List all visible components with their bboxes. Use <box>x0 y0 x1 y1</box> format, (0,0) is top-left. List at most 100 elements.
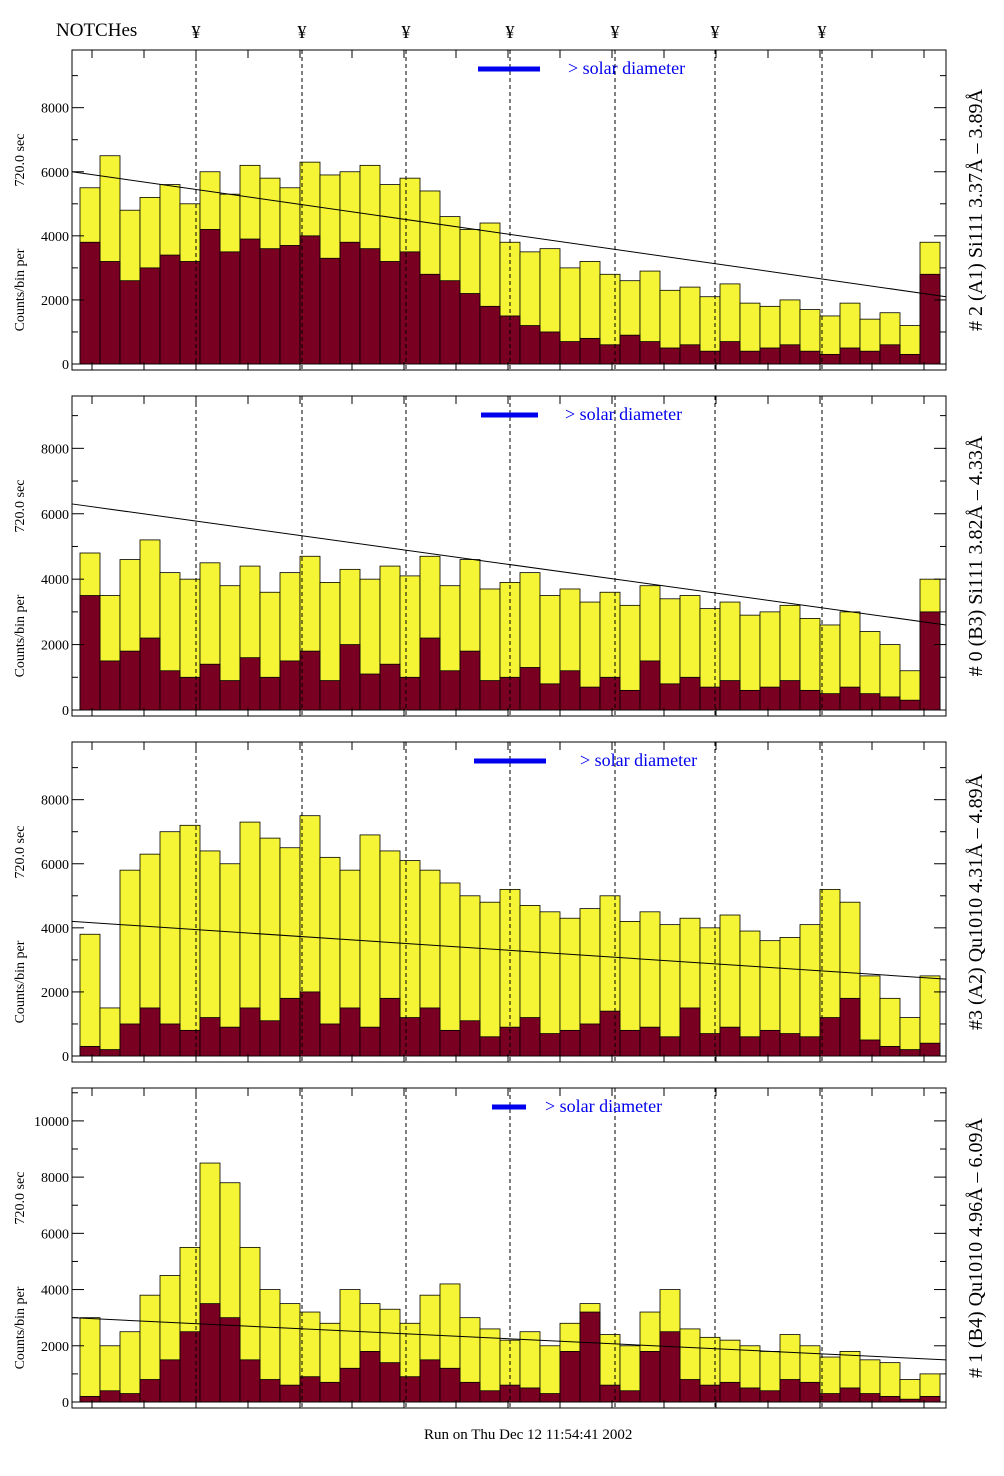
histogram-bar-lower <box>579 337 601 365</box>
histogram-bar-lower <box>259 676 281 711</box>
histogram-bar-lower <box>759 1390 781 1403</box>
histogram-bar-lower <box>319 680 341 711</box>
notch-marker-icon: ¥ <box>818 22 827 42</box>
histogram-bar-lower <box>339 644 361 711</box>
histogram-bar-lower <box>659 1331 681 1403</box>
histogram-bar-lower <box>559 1029 581 1057</box>
histogram-bar-lower <box>159 670 181 711</box>
histogram-bar-lower <box>399 1017 421 1057</box>
histogram-bar-lower <box>699 1033 721 1057</box>
histogram-bar-total <box>799 924 821 1057</box>
histogram-bar-lower <box>219 1317 241 1403</box>
histogram-bar-lower <box>739 350 761 365</box>
y-axis-label: Counts/bin per <box>13 940 28 1023</box>
histogram-bar-lower <box>139 1007 161 1057</box>
histogram-bar-lower <box>799 1381 821 1403</box>
histogram-bar-lower <box>899 353 921 365</box>
histogram-bar-lower <box>119 1393 141 1403</box>
y-axis-label-duration: 720.0 sec <box>13 134 28 187</box>
histogram-bar-lower <box>779 1033 801 1057</box>
histogram-bar-lower <box>399 1376 421 1403</box>
histogram-bar-lower <box>559 341 581 365</box>
y-axis-label-duration: 720.0 sec <box>13 480 28 533</box>
histogram-bar-lower <box>759 686 781 711</box>
plot-frame <box>71 1087 947 1409</box>
run-timestamp: Run on Thu Dec 12 11:54:41 2002 <box>424 1427 633 1443</box>
histogram-bar-total <box>359 834 381 1057</box>
histogram-bar-total <box>159 831 181 1057</box>
histogram-bar-lower <box>619 689 641 711</box>
histogram-bar-lower <box>799 350 821 365</box>
histogram-bar-lower <box>759 1029 781 1057</box>
histogram-bar-lower <box>559 670 581 711</box>
histogram-bar-lower <box>819 1393 841 1403</box>
y-tick-label: 2000 <box>41 986 69 1001</box>
histogram-bar-lower <box>519 325 541 365</box>
notch-marker-icon: ¥ <box>506 22 515 42</box>
y-tick-label: 4000 <box>41 573 69 588</box>
histogram-bar-lower <box>199 229 221 365</box>
histogram-bar-lower <box>679 1379 701 1403</box>
y-tick-label: 8000 <box>41 1171 69 1186</box>
panel-title: #3 (A2) Qu1010 4.31Å – 4.89Å <box>965 773 987 1030</box>
histogram-bar-lower <box>639 660 661 711</box>
histogram-bar-lower <box>279 1384 301 1403</box>
histogram-bar-lower <box>339 1367 361 1403</box>
histogram-bar-lower <box>739 1387 761 1403</box>
histogram-bar-lower <box>719 1381 741 1403</box>
histogram-bar-lower <box>879 344 901 365</box>
histogram-bar-lower <box>179 1029 201 1057</box>
histogram-bar-lower <box>419 637 441 711</box>
histogram-bar-lower <box>419 1359 441 1403</box>
histogram-bar-total <box>119 1331 141 1403</box>
histogram-bar-lower <box>439 1029 461 1057</box>
histogram-bar-lower <box>319 257 341 365</box>
histogram-bar-lower <box>299 235 321 365</box>
histogram-bar-lower <box>879 1395 901 1403</box>
histogram-bar-lower <box>359 1026 381 1057</box>
histogram-bar-lower <box>319 1023 341 1057</box>
chart-panel-0: 0 2000 4000 6000 8000 Counts/bin per 720.0 sec… <box>13 49 987 373</box>
histogram-bar-lower <box>239 657 261 711</box>
histogram-bar-lower <box>419 1007 441 1057</box>
histogram-bar-lower <box>139 637 161 711</box>
histogram-bar-lower <box>619 1390 641 1403</box>
histogram-bar-lower <box>839 686 861 711</box>
histogram-bar-lower <box>839 347 861 365</box>
y-tick-label: 2000 <box>41 1340 69 1355</box>
histogram-bar-lower <box>639 341 661 365</box>
y-axis-label-duration: 720.0 sec <box>13 826 28 879</box>
histogram-bar-lower <box>519 1387 541 1403</box>
histogram-bar-lower <box>479 680 501 711</box>
histogram-bar-lower <box>619 1029 641 1057</box>
y-axis-label-duration: 720.0 sec <box>13 1172 28 1225</box>
histogram-bar-lower <box>79 595 101 711</box>
histogram-bar-lower <box>579 686 601 711</box>
notch-marker-icon: ¥ <box>192 22 201 42</box>
histogram-bar-lower <box>799 1036 821 1057</box>
histogram-bar-lower <box>139 267 161 365</box>
y-axis-label: Counts/bin per <box>13 594 28 677</box>
histogram-bar-total <box>79 933 101 1057</box>
y-axis-label: Counts/bin per <box>13 248 28 331</box>
histogram-bar-lower <box>539 331 561 365</box>
y-tick-label: 0 <box>62 358 69 373</box>
histogram-bar-lower <box>239 1007 261 1057</box>
histogram-bar-lower <box>519 667 541 711</box>
histogram-bar-lower <box>199 1303 221 1403</box>
y-tick-label: 4000 <box>41 230 69 245</box>
histogram-bar-lower <box>219 251 241 365</box>
y-tick-label: 2000 <box>41 639 69 654</box>
histogram-bar-lower <box>279 245 301 365</box>
histogram-bar-lower <box>599 1010 621 1057</box>
histogram-bar-lower <box>619 334 641 365</box>
histogram-bar-lower <box>479 305 501 365</box>
y-tick-label: 4000 <box>41 922 69 937</box>
histogram-bar-lower <box>299 991 321 1057</box>
histogram-bar-lower <box>819 693 841 711</box>
histogram-bar-lower <box>919 1395 941 1403</box>
histogram-bar-lower <box>899 699 921 711</box>
histogram-bar-lower <box>859 693 881 711</box>
y-tick-label: 6000 <box>41 858 69 873</box>
chart-panel-3: 0 2000 4000 6000 8000 10000 Counts/bin per 720.… <box>13 1087 987 1411</box>
